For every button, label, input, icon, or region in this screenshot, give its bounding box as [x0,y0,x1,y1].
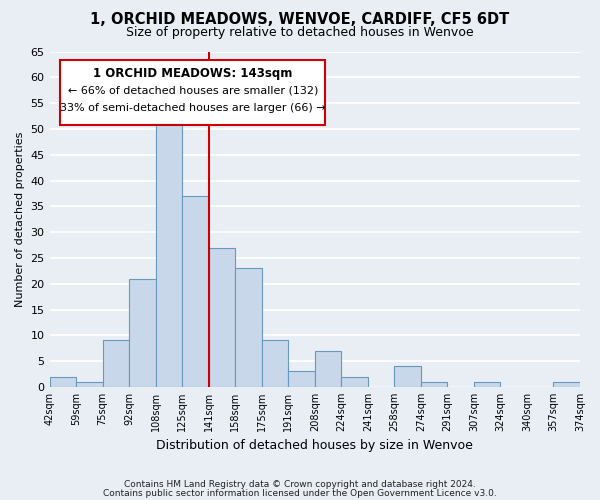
Bar [209,248,235,387]
Text: 1, ORCHID MEADOWS, WENVOE, CARDIFF, CF5 6DT: 1, ORCHID MEADOWS, WENVOE, CARDIFF, CF5 … [91,12,509,28]
Bar [474,382,500,387]
Text: 1 ORCHID MEADOWS: 143sqm: 1 ORCHID MEADOWS: 143sqm [93,66,292,80]
Bar [103,340,129,387]
Bar [288,372,315,387]
Bar [553,382,580,387]
Text: ← 66% of detached houses are smaller (132): ← 66% of detached houses are smaller (13… [68,85,318,95]
Bar [155,114,182,387]
Bar [341,376,368,387]
Text: Contains public sector information licensed under the Open Government Licence v3: Contains public sector information licen… [103,488,497,498]
X-axis label: Distribution of detached houses by size in Wenvoe: Distribution of detached houses by size … [157,440,473,452]
Text: 33% of semi-detached houses are larger (66) →: 33% of semi-detached houses are larger (… [60,103,326,113]
Bar [129,278,155,387]
Text: Contains HM Land Registry data © Crown copyright and database right 2024.: Contains HM Land Registry data © Crown c… [124,480,476,489]
Bar [394,366,421,387]
Bar [421,382,448,387]
Bar [262,340,288,387]
Bar [50,376,76,387]
FancyBboxPatch shape [60,60,325,126]
Bar [76,382,103,387]
Y-axis label: Number of detached properties: Number of detached properties [15,132,25,307]
Bar [235,268,262,387]
Text: Size of property relative to detached houses in Wenvoe: Size of property relative to detached ho… [126,26,474,39]
Bar [182,196,209,387]
Bar [315,351,341,387]
